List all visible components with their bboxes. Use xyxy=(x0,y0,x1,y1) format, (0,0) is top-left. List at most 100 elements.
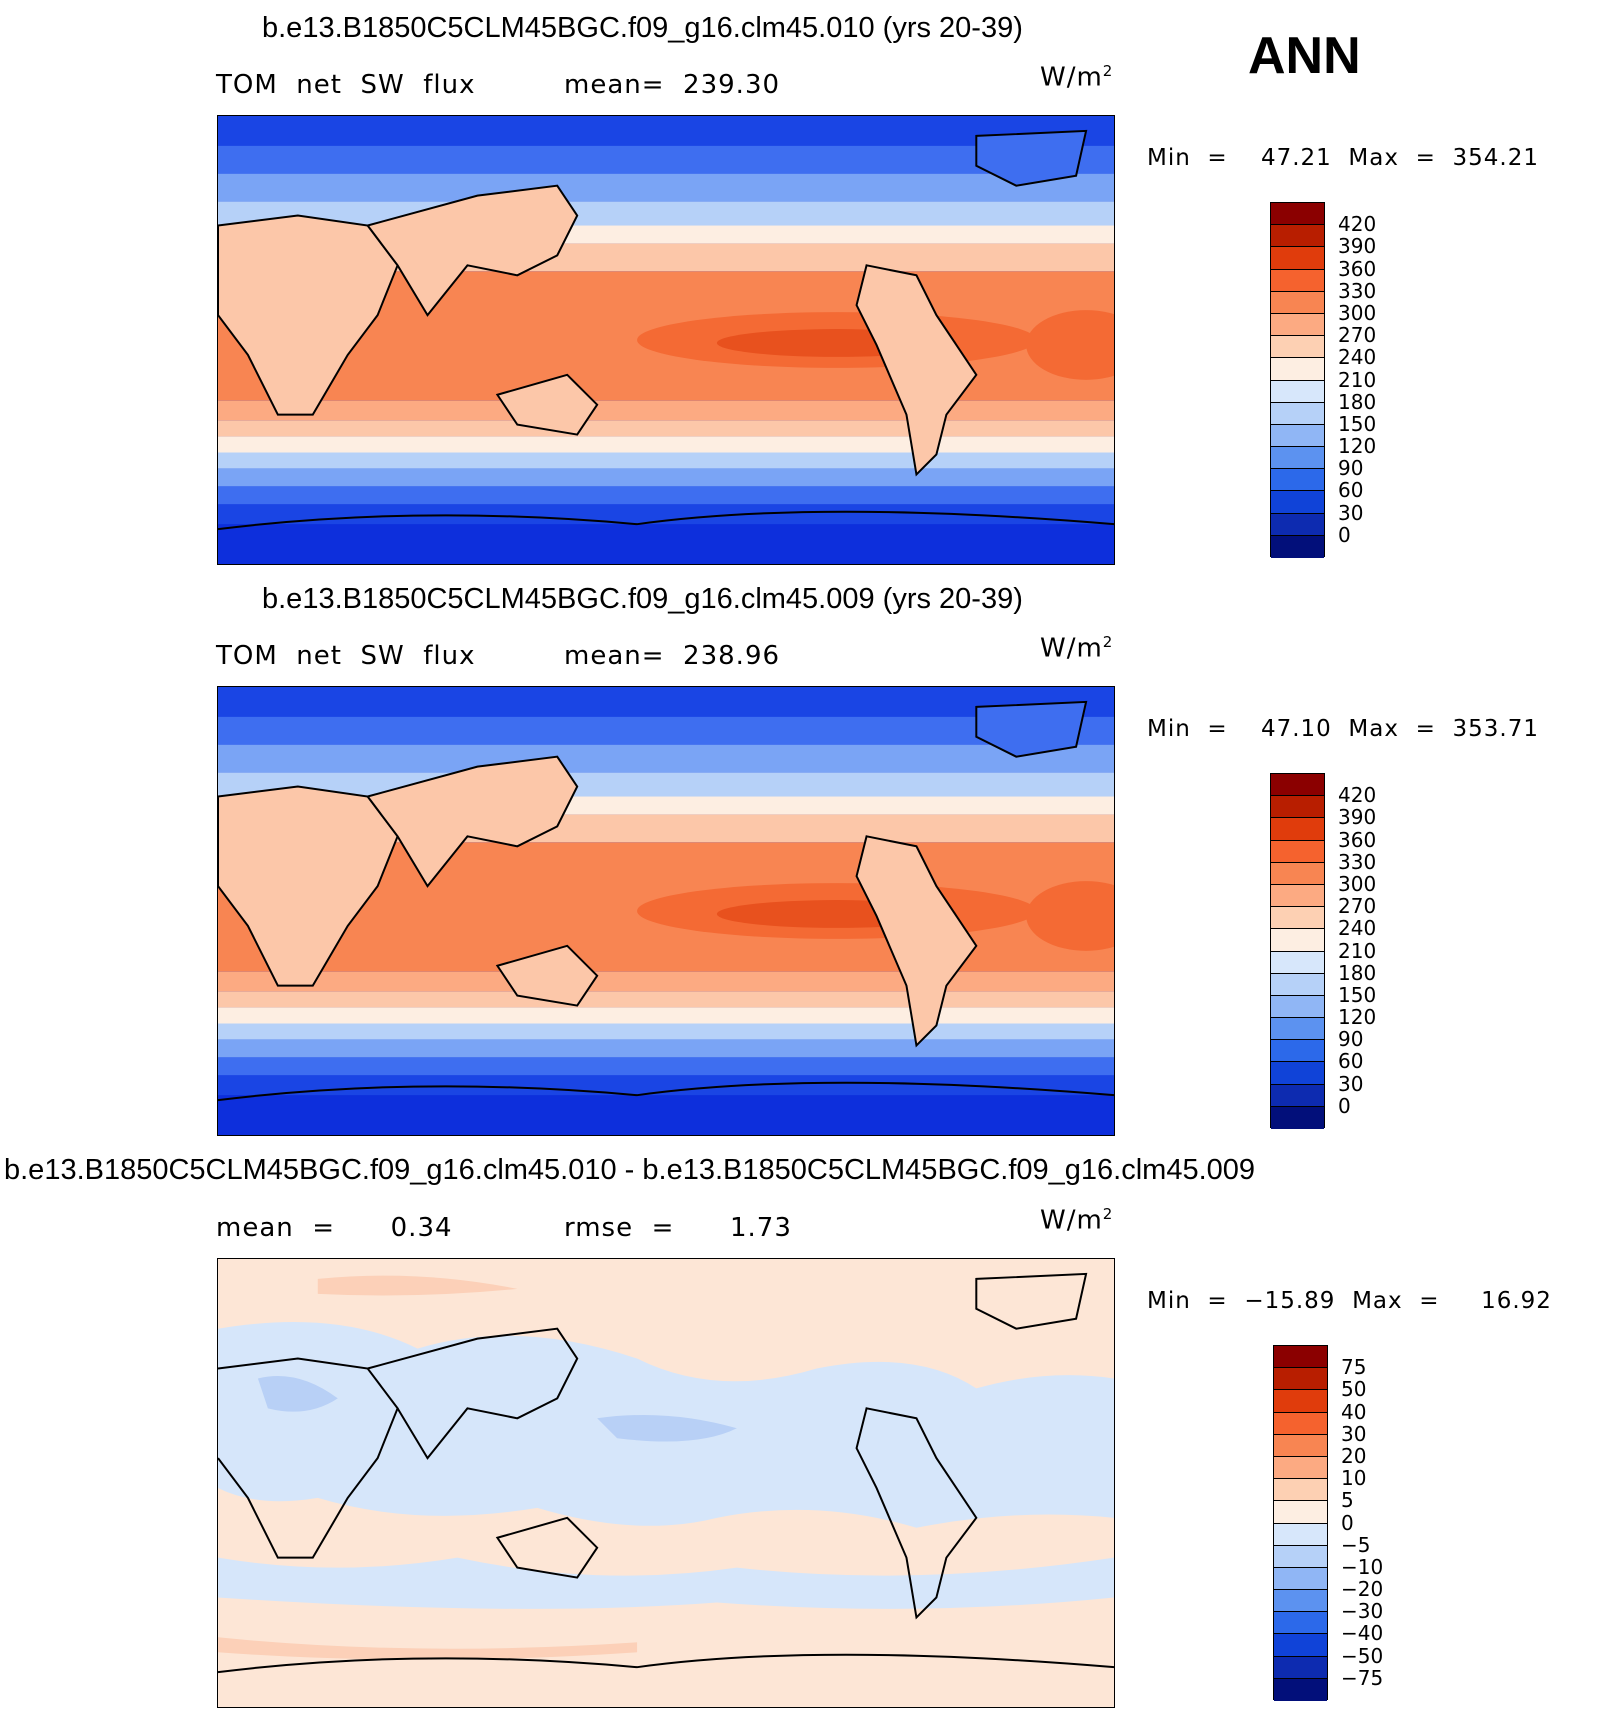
colorbar-tick-label: 360 xyxy=(1338,827,1377,852)
colorbar-tick-label: 30 xyxy=(1341,1421,1367,1446)
panel-2-map-svg xyxy=(218,687,1114,1135)
colorbar-tick-label: −75 xyxy=(1341,1665,1384,1690)
colorbar-cell xyxy=(1271,907,1324,930)
colorbar-cell xyxy=(1271,336,1324,359)
colorbar-cell xyxy=(1274,1456,1327,1480)
colorbar-tick-label: 10 xyxy=(1341,1466,1367,1491)
colorbar-tick-label: 75 xyxy=(1341,1355,1367,1380)
colorbar-cell xyxy=(1271,1040,1324,1063)
colorbar-cell xyxy=(1274,1612,1327,1635)
panel-2-mean-label: mean= 238.96 xyxy=(564,641,781,671)
colorbar-cell xyxy=(1271,203,1324,226)
colorbar-cell xyxy=(1271,796,1324,819)
colorbar-tick-label: 150 xyxy=(1338,982,1377,1007)
panel-2-map xyxy=(217,686,1115,1136)
colorbar-tick-label: −5 xyxy=(1341,1532,1371,1557)
panel-1-title: b.e13.B1850C5CLM45BGC.f09_g16.clm45.010 … xyxy=(262,12,1023,44)
colorbar-cell xyxy=(1274,1634,1327,1657)
season-label: ANN xyxy=(1248,27,1361,85)
panel-1-colorbar xyxy=(1270,202,1325,558)
panel-3-map-svg xyxy=(218,1259,1114,1707)
colorbar-tick-label: 30 xyxy=(1338,500,1364,525)
colorbar-tick-label: 420 xyxy=(1338,783,1377,808)
units-sup: 2 xyxy=(1102,633,1114,651)
colorbar-cell xyxy=(1271,358,1324,381)
colorbar-tick-label: −30 xyxy=(1341,1599,1384,1624)
panel-1-map-svg xyxy=(218,116,1114,564)
colorbar-tick-label: 420 xyxy=(1338,212,1377,237)
colorbar-tick-label: 50 xyxy=(1341,1377,1367,1402)
colorbar-cell xyxy=(1274,1412,1327,1435)
panel-3-rmse-label: rmse = 1.73 xyxy=(564,1213,792,1243)
panel-1-mean-label: mean= 239.30 xyxy=(564,70,781,100)
colorbar-cell xyxy=(1271,269,1324,292)
colorbar-tick-label: 0 xyxy=(1338,522,1351,547)
panel-1-units: W/m2 xyxy=(1040,62,1113,93)
colorbar-cell xyxy=(1271,1084,1324,1107)
colorbar-cell xyxy=(1271,951,1324,974)
colorbar-tick-label: 60 xyxy=(1338,478,1364,503)
panel-2-units: W/m2 xyxy=(1040,633,1113,664)
colorbar-tick-label: 60 xyxy=(1338,1049,1364,1074)
units-sup: 2 xyxy=(1102,62,1114,80)
colorbar-cell xyxy=(1274,1390,1327,1413)
colorbar-tick-label: 20 xyxy=(1341,1443,1367,1468)
panel-3-title: b.e13.B1850C5CLM45BGC.f09_g16.clm45.010 … xyxy=(4,1154,1256,1186)
colorbar-cell xyxy=(1271,1062,1324,1085)
colorbar-cell xyxy=(1271,513,1324,536)
panel-2-title: b.e13.B1850C5CLM45BGC.f09_g16.clm45.009 … xyxy=(262,583,1023,615)
panel-2-variable-label: TOM net SW flux xyxy=(216,641,476,671)
panel-3-minmax: Min = −15.89 Max = 16.92 xyxy=(1147,1288,1552,1314)
colorbar-cell xyxy=(1271,247,1324,270)
colorbar-cell xyxy=(1271,225,1324,248)
colorbar-tick-label: 90 xyxy=(1338,456,1364,481)
colorbar-cell xyxy=(1274,1567,1327,1591)
colorbar-cell xyxy=(1271,1018,1324,1041)
colorbar-tick-label: 270 xyxy=(1338,323,1377,348)
colorbar-cell xyxy=(1274,1368,1327,1391)
colorbar-cell xyxy=(1274,1501,1327,1524)
colorbar-tick-label: 40 xyxy=(1341,1399,1367,1424)
colorbar-cell xyxy=(1274,1590,1327,1613)
panel-1-minmax: Min = 47.21 Max = 354.21 xyxy=(1147,145,1539,171)
colorbar-cell xyxy=(1271,291,1324,314)
colorbar-tick-label: 300 xyxy=(1338,871,1377,896)
units-text: W/m xyxy=(1040,1205,1103,1236)
panel-1-variable-label: TOM net SW flux xyxy=(216,70,476,100)
colorbar-cell xyxy=(1271,862,1324,885)
colorbar-tick-label: 360 xyxy=(1338,256,1377,281)
colorbar-cell xyxy=(1271,447,1324,470)
colorbar-tick-label: 240 xyxy=(1338,345,1377,370)
panel-3-mean-label: mean = 0.34 xyxy=(216,1213,453,1243)
colorbar-cell xyxy=(1271,840,1324,863)
panel-2-colorbar xyxy=(1270,773,1325,1129)
colorbar-tick-label: 210 xyxy=(1338,367,1377,392)
colorbar-cell xyxy=(1271,313,1324,337)
colorbar-tick-label: 300 xyxy=(1338,300,1377,325)
panel-1-map xyxy=(217,115,1115,565)
colorbar-cell xyxy=(1274,1523,1327,1546)
panel-3-colorbar xyxy=(1273,1345,1328,1701)
colorbar-cell xyxy=(1271,469,1324,492)
colorbar-cell xyxy=(1271,535,1324,558)
colorbar-cell xyxy=(1271,884,1324,908)
colorbar-tick-label: 180 xyxy=(1338,389,1377,414)
colorbar-tick-label: 120 xyxy=(1338,434,1377,459)
colorbar-cell xyxy=(1271,402,1324,425)
colorbar-cell xyxy=(1271,929,1324,952)
colorbar-cell xyxy=(1271,774,1324,797)
colorbar-cell xyxy=(1274,1656,1327,1679)
colorbar-tick-label: 5 xyxy=(1341,1488,1354,1513)
colorbar-tick-label: 390 xyxy=(1338,805,1377,830)
colorbar-tick-label: 390 xyxy=(1338,234,1377,259)
panel-3-map xyxy=(217,1258,1115,1708)
colorbar-cell xyxy=(1274,1479,1327,1502)
colorbar-tick-label: 120 xyxy=(1338,1005,1377,1030)
units-text: W/m xyxy=(1040,62,1103,93)
colorbar-tick-label: 0 xyxy=(1341,1510,1354,1535)
colorbar-tick-label: −40 xyxy=(1341,1621,1384,1646)
panel-3-units: W/m2 xyxy=(1040,1205,1113,1236)
colorbar-cell xyxy=(1271,818,1324,841)
colorbar-cell xyxy=(1271,491,1324,514)
colorbar-tick-label: 330 xyxy=(1338,278,1377,303)
